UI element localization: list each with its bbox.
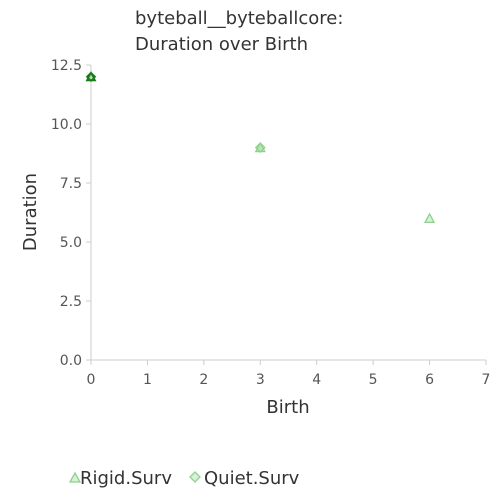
chart-title-line-1: byteball__byteballcore: <box>135 8 343 29</box>
x-tick-label: 3 <box>256 372 265 388</box>
legend-item-quiet-surv[interactable]: Quiet.Surv <box>189 468 300 489</box>
y-tick-label: 7.5 <box>60 176 82 192</box>
legend-label-quiet-surv: Quiet.Surv <box>204 468 300 489</box>
legend-label-rigid-surv: Rigid.Surv <box>80 468 172 489</box>
x-ticks: 0 1 2 3 4 5 6 7 <box>87 360 491 388</box>
data-point-quiet-surv-1 <box>254 142 266 154</box>
y-tick-label: 12.5 <box>51 58 82 74</box>
legend: Rigid.Surv Quiet.Surv <box>68 468 300 489</box>
x-tick-label: 6 <box>425 372 434 388</box>
data-points <box>85 70 436 224</box>
chart-title-line-2: Duration over Birth <box>135 34 308 55</box>
legend-diamond-icon <box>189 471 201 483</box>
y-tick-label: 5.0 <box>60 235 82 251</box>
y-tick-label: 2.5 <box>60 294 82 310</box>
legend-triangle-icon <box>68 471 82 483</box>
legend-item-rigid-surv[interactable]: Rigid.Surv <box>68 468 172 489</box>
x-tick-label: 5 <box>369 372 378 388</box>
y-tick-label: 10.0 <box>51 117 82 133</box>
axes <box>90 65 486 361</box>
data-point-rigid-surv-2 <box>423 212 436 224</box>
overlap-marker-diamond <box>85 71 97 82</box>
x-tick-label: 1 <box>143 372 152 388</box>
y-ticks: 0.0 2.5 5.0 7.5 10.0 12.5 <box>51 58 91 369</box>
y-axis-label: Duration <box>20 173 41 251</box>
x-tick-label: 4 <box>312 372 321 388</box>
x-tick-label: 2 <box>199 372 208 388</box>
y-tick-label: 0.0 <box>60 353 82 369</box>
x-tick-label: 7 <box>482 372 491 388</box>
x-axis-label: Birth <box>266 397 309 418</box>
x-tick-label: 0 <box>87 372 96 388</box>
